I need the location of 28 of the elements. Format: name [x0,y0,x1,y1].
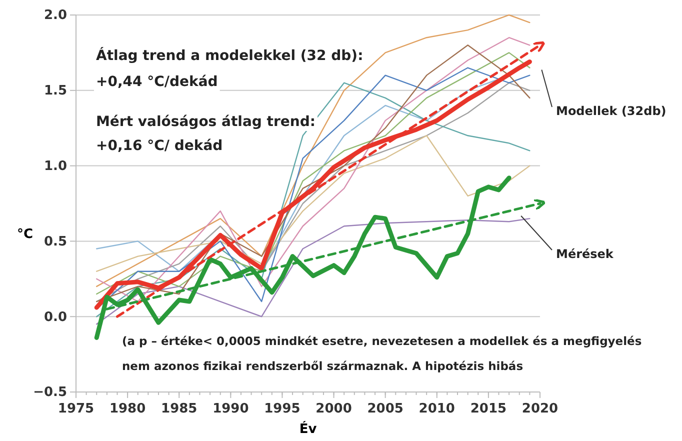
y-tick-label: 2.0 [44,8,67,24]
x-tick-label: 1980 [109,402,146,417]
x-axis-title: Év [299,420,318,437]
text: Modellek (32db) [556,104,666,118]
y-tick-label: 1.0 [44,158,67,174]
annotation: (a p – értéke< 0,0005 mindkét esetre, nevezetesen a modellek és a megfigyelés [122,334,642,348]
x-tick-label: 2005 [367,402,404,417]
y-tick-label: 1.5 [44,84,67,99]
line-series [96,218,530,325]
annotation: Mért valóságos átlag trend: [96,114,316,130]
annotation: +0,44 °C/dekád [96,74,218,90]
x-tick-label: 2010 [418,402,455,417]
text: Mérések [556,247,614,261]
x-tick-label: 1995 [264,402,300,417]
line-series [96,135,530,272]
x-tick-label: 2015 [470,402,507,417]
x-tick-label: 1975 [58,402,94,417]
y-tick-label: 0.5 [44,234,67,250]
x-tick-label: 1985 [161,402,198,417]
y-axis-title: °C [16,227,34,242]
x-tick-label: 2000 [316,402,352,417]
x-tick-label: 2020 [522,402,558,417]
annotation: nem azonos fizikai rendszerből származnak. A hipotézis hibás [122,359,524,373]
y-tick-label: 0.0 [44,310,67,325]
y-tick-label: −0.5 [33,385,67,400]
x-tick-label: 1990 [212,402,249,417]
annotation: Átlag trend a modelekkel (32 db): [96,47,364,64]
annotation: +0,16 °C/ dekád [96,138,223,154]
